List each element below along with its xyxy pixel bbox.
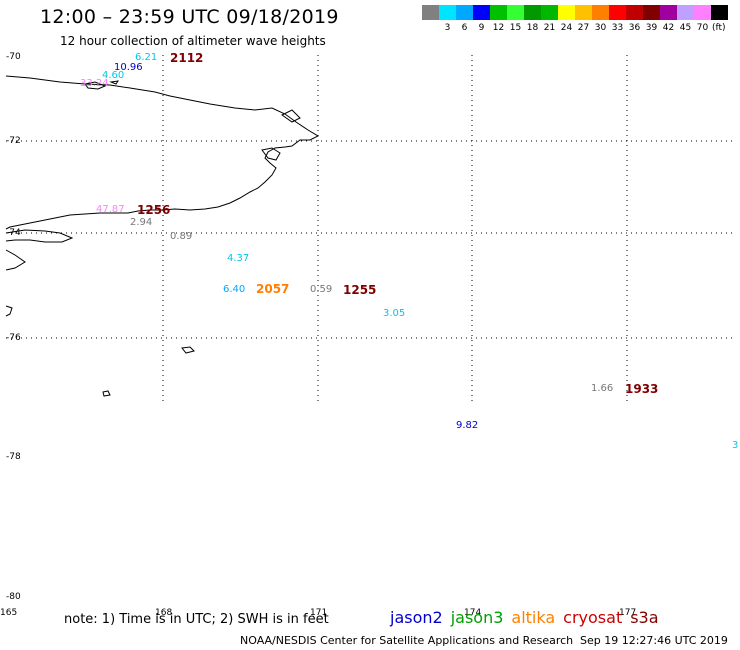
wave-height-value: 3 (732, 440, 739, 451)
island-small-2 (102, 390, 111, 397)
color-swatch (694, 5, 711, 20)
color-scale-label: 33 (611, 23, 624, 33)
lat-label: -76 (6, 333, 21, 343)
map-title: 12:00 – 23:59 UTC 09/18/2019 (40, 6, 339, 28)
color-scale-label: 18 (526, 23, 539, 33)
wave-height-value: 47.87 (96, 204, 125, 215)
legend-jason3: jason3 (450, 608, 504, 627)
legend-s3a: s3a (630, 608, 659, 627)
satellite-legend: jason2 jason3 altika cryosat s3a (390, 608, 667, 627)
pass-time: 1933 (625, 382, 659, 396)
color-swatch (439, 5, 456, 20)
color-swatch (575, 5, 592, 20)
lon-label: 165 (0, 608, 18, 618)
map-subtitle: 12 hour collection of altimeter wave hei… (60, 34, 326, 48)
wave-height-value: 6.40 (223, 284, 246, 295)
color-swatch (456, 5, 473, 20)
color-scale-label: 21 (543, 23, 556, 33)
coastline-bay (5, 249, 26, 271)
ice-shelf-tongue (5, 229, 74, 243)
lon-label: 174 (464, 608, 482, 618)
color-swatch (507, 5, 524, 20)
coastline-cape (281, 109, 301, 123)
legend-altika: altika (511, 608, 556, 627)
color-scale-unit: (ft) (712, 23, 726, 33)
color-scale-label: 24 (560, 23, 573, 33)
wave-height-value: 6.21 (135, 52, 158, 63)
color-swatch (524, 5, 541, 20)
wave-height-value: 2.94 (130, 217, 153, 228)
lon-label: 177 (619, 608, 637, 618)
coastline-south (5, 305, 13, 317)
lat-label: -74 (6, 228, 21, 238)
pass-time: 2112 (170, 51, 204, 65)
wave-height-value: 0.59 (310, 284, 333, 295)
wave-height-value: 10.96 (114, 62, 143, 73)
pass-time: 1255 (343, 283, 377, 297)
island-north (84, 81, 107, 90)
color-swatch (490, 5, 507, 20)
color-swatch (541, 5, 558, 20)
color-scale-label: 27 (577, 23, 590, 33)
color-scale-label: 42 (662, 23, 675, 33)
color-swatch (609, 5, 626, 20)
color-scale-label: 39 (645, 23, 658, 33)
wave-height-value: 1.66 (591, 383, 614, 394)
color-swatch (422, 5, 439, 20)
color-swatch (677, 5, 694, 20)
color-scale-label: 3 (444, 23, 451, 33)
lat-label: -78 (6, 452, 21, 462)
color-scale-label: 36 (628, 23, 641, 33)
wave-height-value: 0.89 (170, 231, 193, 242)
color-scale-label: 45 (679, 23, 692, 33)
footer-credit: NOAA/NESDIS Center for Satellite Applica… (240, 634, 574, 647)
lon-label: 168 (155, 608, 173, 618)
color-swatch (558, 5, 575, 20)
island-small-1 (181, 346, 195, 354)
pass-time: 2057 (256, 282, 290, 296)
color-swatch (711, 5, 728, 20)
wave-height-value: 4.37 (227, 253, 250, 264)
wave-height-value: 9.82 (456, 420, 479, 431)
lat-label: -72 (6, 136, 21, 146)
lon-label: 171 (310, 608, 328, 618)
color-swatch (473, 5, 490, 20)
color-scale-label: 9 (478, 23, 485, 33)
lat-label: -70 (6, 52, 21, 62)
color-scale-label: 6 (461, 23, 468, 33)
pass-time: 1256 (137, 203, 171, 217)
color-swatch (643, 5, 660, 20)
color-scale-label: 12 (492, 23, 505, 33)
color-scale-label: 70 (696, 23, 709, 33)
coastline-victoria-land (5, 75, 320, 230)
color-swatch (660, 5, 677, 20)
legend-cryosat: cryosat (563, 608, 623, 627)
units-note: note: 1) Time is in UTC; 2) SWH is in fe… (64, 612, 329, 627)
lat-label: -80 (6, 592, 21, 602)
color-swatch (592, 5, 609, 20)
color-swatch (626, 5, 643, 20)
footer-timestamp: Sep 19 12:27:46 UTC 2019 (580, 634, 728, 647)
wave-height-value: 4.60 (102, 70, 125, 81)
wave-height-value: 3.05 (383, 308, 406, 319)
color-scale-label: 30 (594, 23, 607, 33)
island-north-2 (109, 80, 120, 85)
coastline-inlet (261, 147, 281, 161)
coastline (5, 75, 320, 397)
color-scale-label: 15 (509, 23, 522, 33)
wave-height-value: 33.24 (80, 78, 109, 89)
legend-jason2: jason2 (390, 608, 443, 627)
graticule (6, 55, 736, 405)
